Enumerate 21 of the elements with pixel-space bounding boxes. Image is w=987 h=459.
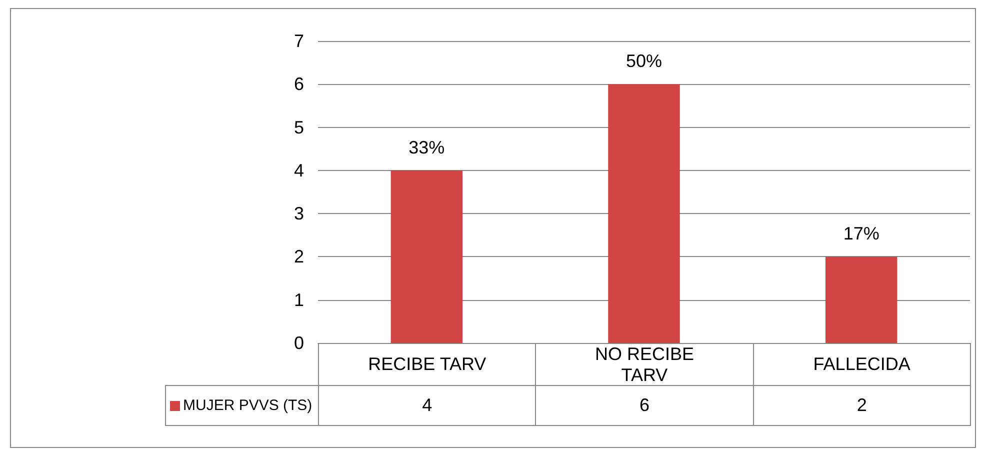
legend-label: MUJER PVVS (TS) <box>183 396 312 416</box>
x-tick-label: NO RECIBE TARV <box>594 344 695 386</box>
y-tick-label: 2 <box>294 246 304 267</box>
data-label: 2 <box>856 395 867 416</box>
y-tick-label: 5 <box>294 117 304 138</box>
x-tick-label: RECIBE TARV <box>368 354 486 375</box>
y-tick-label: 4 <box>294 160 304 180</box>
annotation: 17% <box>843 224 880 244</box>
data-label: 6 <box>639 395 650 416</box>
bar <box>825 256 898 343</box>
bar <box>390 170 463 343</box>
x-tick-label: FALLECIDA <box>813 354 910 375</box>
annotation: 33% <box>408 137 445 158</box>
y-tick-label: 6 <box>294 74 304 94</box>
y-tick-label: 1 <box>294 290 304 310</box>
y-tick-label: 0 <box>294 333 304 353</box>
bar <box>608 84 680 343</box>
annotation: 50% <box>626 51 662 72</box>
y-tick-label: 3 <box>294 204 304 224</box>
y-tick-label: 7 <box>294 31 304 51</box>
data-label: 4 <box>422 395 432 416</box>
